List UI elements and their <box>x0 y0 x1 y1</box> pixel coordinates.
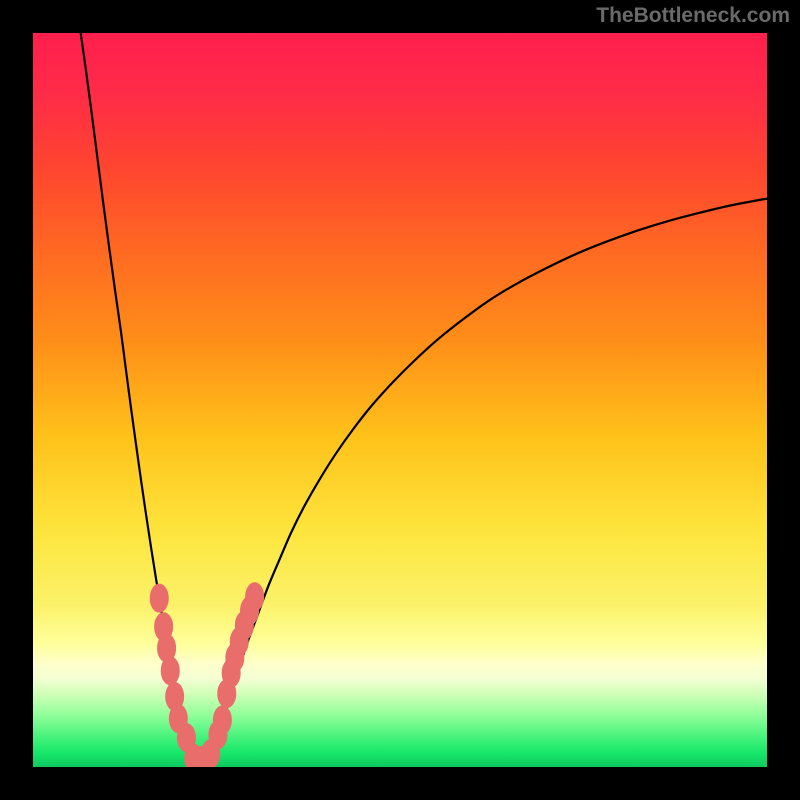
bottleneck-chart: TheBottleneck.com <box>0 0 800 800</box>
plot-area <box>33 33 767 767</box>
marker-point <box>150 584 168 612</box>
marker-point <box>246 583 264 611</box>
marker-point <box>161 657 179 685</box>
watermark-text: TheBottleneck.com <box>596 4 790 27</box>
marker-point <box>213 706 231 734</box>
